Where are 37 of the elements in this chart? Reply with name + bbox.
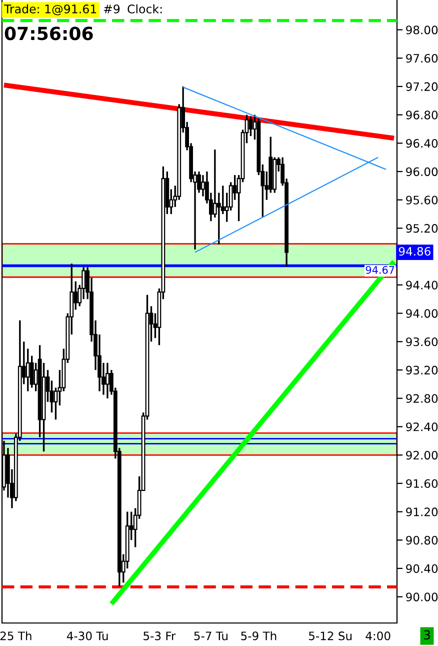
y-tick-label: 96.00	[406, 167, 438, 176]
x-tick-label: 5-9 Th	[241, 631, 276, 640]
y-tick-label: 95.20	[406, 224, 438, 233]
y-tick-label: 93.60	[406, 337, 438, 346]
y-tick-label: 92.80	[406, 394, 438, 403]
y-tick-label: 94.00	[406, 309, 438, 318]
x-tick-label: 25 Th	[0, 631, 32, 640]
y-tick-label: 96.80	[406, 110, 438, 120]
y-tick-label: 90.80	[406, 536, 438, 545]
text: 3	[424, 630, 430, 640]
annotation: #9	[104, 4, 120, 14]
y-tick-label: 97.60	[406, 54, 438, 63]
y-tick-label: 92.40	[406, 422, 438, 432]
y-tick-label: 90.00	[406, 592, 438, 602]
y-tick-label: 94.40	[406, 280, 438, 290]
x-tick-label: 5-12 Su	[309, 632, 352, 640]
candlestick	[106, 362, 110, 400]
x-tick-label: 4:00	[366, 632, 390, 640]
y-tick-label: 91.60	[406, 479, 438, 488]
y-tick-label: 95.60	[406, 196, 438, 204]
annotation: Clock:	[128, 4, 162, 14]
y-tick-label: 96.40	[406, 138, 438, 148]
ref-line-label: 94.67	[366, 266, 394, 274]
annotation: 07:56:06	[4, 26, 93, 40]
x-tick-label: 4-30 Tu	[66, 632, 108, 640]
y-tick-label: 93.20	[406, 366, 438, 375]
y-tick-label: 92.00	[406, 450, 438, 460]
candlestick	[201, 174, 205, 198]
y-tick-label: 97.20	[406, 82, 438, 92]
candlestick	[248, 115, 253, 137]
x-tick-label: 5-7 Tu	[194, 632, 228, 640]
y-tick-label: 91.20	[406, 508, 438, 516]
annotation: 94.86	[398, 246, 430, 256]
y-tick-label: 98.00	[406, 26, 438, 34]
annotation: Trade: 1@91.61	[4, 4, 96, 16]
y-tick-label: 90.40	[406, 564, 438, 573]
x-tick-label: 5-3 Fr	[144, 632, 176, 640]
